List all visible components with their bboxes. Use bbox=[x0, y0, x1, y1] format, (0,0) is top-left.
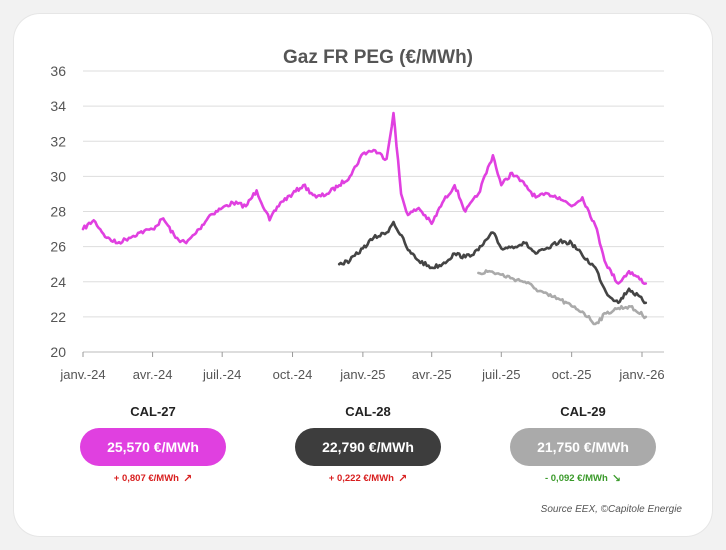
cal-28-change: + 0,222 €/MWh ↗ bbox=[288, 472, 448, 485]
series-line-2 bbox=[477, 269, 648, 326]
x-tick-label: juil.-24 bbox=[202, 367, 241, 382]
cal-29-change-value: - 0,092 €/MWh bbox=[544, 473, 608, 484]
x-tick-label: janv.-24 bbox=[59, 367, 105, 382]
y-tick-label: 28 bbox=[50, 204, 66, 220]
cal-29-title: CAL-29 bbox=[560, 404, 606, 419]
cal-29-change: - 0,092 €/MWh ↘ bbox=[503, 472, 663, 485]
cal-28-price: 22,790 €/MWh bbox=[322, 439, 414, 455]
y-tick-label: 32 bbox=[50, 133, 66, 149]
y-tick-label: 20 bbox=[50, 344, 66, 360]
y-tick-label: 24 bbox=[50, 274, 66, 290]
y-tick-label: 36 bbox=[50, 63, 66, 79]
cal-29-price: 21,750 €/MWh bbox=[537, 439, 629, 455]
trend-down-icon: ↘ bbox=[611, 473, 622, 485]
x-tick-label: oct.-25 bbox=[552, 367, 592, 382]
x-tick-label: juil.-25 bbox=[481, 367, 520, 382]
series-line-1 bbox=[337, 220, 648, 305]
trend-up-icon: ↗ bbox=[183, 473, 193, 485]
cal-27-price: 25,570 €/MWh bbox=[107, 439, 199, 455]
cal-27-change: + 0,807 €/MWh ↗ bbox=[73, 472, 233, 485]
x-tick-label: avr.-25 bbox=[412, 367, 452, 382]
y-tick-label: 30 bbox=[50, 168, 66, 184]
cal-28-title: CAL-28 bbox=[345, 404, 391, 419]
cal-27-title: CAL-27 bbox=[130, 404, 176, 419]
cal-27-change-value: + 0,807 €/MWh bbox=[113, 473, 179, 484]
source-note: Source EEX, ©Capitole Energie bbox=[540, 504, 682, 515]
series-lines bbox=[81, 111, 648, 326]
cal-28-price-pill: 22,790 €/MWh bbox=[295, 428, 441, 466]
trend-up-icon: ↗ bbox=[398, 473, 408, 485]
x-tick-label: avr.-24 bbox=[133, 367, 173, 382]
axes: 20 22 24 26 28 30 32 34 36 janv.-24 avr.-24 juil.-2… bbox=[50, 63, 664, 382]
y-tick-label: 22 bbox=[50, 309, 66, 325]
cal-29-price-pill: 21,750 €/MWh bbox=[510, 428, 656, 466]
x-tick-label: oct.-24 bbox=[273, 367, 313, 382]
x-tick-label: janv.-26 bbox=[618, 367, 664, 382]
y-tick-label: 34 bbox=[50, 98, 66, 114]
x-tick-label: janv.-25 bbox=[339, 367, 385, 382]
cal-28-change-value: + 0,222 €/MWh bbox=[328, 473, 394, 484]
cal-27-price-pill: 25,570 €/MWh bbox=[80, 428, 226, 466]
y-tick-label: 26 bbox=[50, 239, 66, 255]
series-line-0 bbox=[81, 111, 648, 285]
chart-title: Gaz FR PEG (€/MWh) bbox=[283, 47, 473, 68]
